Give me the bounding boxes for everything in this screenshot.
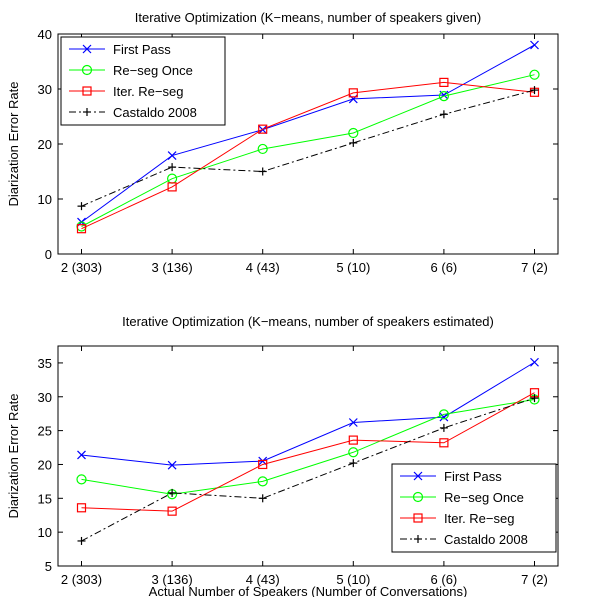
y-tick-label: 0 (45, 247, 52, 262)
legend: First Pass Re−seg Once Iter. Re−seg Castald… (391, 463, 557, 553)
data-point (257, 143, 268, 155)
data-point (167, 182, 177, 192)
series-iter-re-seg (76, 77, 540, 234)
y-tick-label: 10 (38, 525, 52, 540)
series-re-seg-once (76, 394, 540, 500)
legend-label: Re−seg Once (444, 490, 524, 505)
x-tick-label: 5 (10) (336, 572, 370, 587)
y-tick-label: 30 (38, 82, 52, 97)
data-point (167, 506, 177, 516)
x-tick-label: 7 (2) (521, 260, 548, 275)
data-point (76, 224, 87, 234)
series-line (81, 74, 535, 227)
series-line (81, 397, 535, 542)
legend-label: Re−seg Once (113, 63, 193, 78)
legend-marker (413, 513, 423, 523)
data-point (348, 435, 358, 445)
y-tick-label: 20 (38, 137, 52, 152)
series-line (81, 361, 535, 466)
x-tick-label: 3 (136) (151, 260, 192, 275)
y-tick-label: 25 (38, 424, 52, 439)
x-tick-label: 3 (136) (151, 572, 192, 587)
data-point (438, 409, 449, 420)
x-tick-label: 2 (303) (61, 572, 102, 587)
y-tick-label: 10 (38, 192, 52, 207)
chart-2: Iterative Optimization (K−means, number … (6, 314, 559, 597)
chart-title: Iterative Optimization (K−means, number … (122, 314, 494, 329)
chart-1: Iterative Optimization (K−means, number … (6, 10, 559, 275)
y-tick-label: 20 (38, 457, 52, 472)
legend-label: First Pass (113, 42, 171, 57)
series-iter-re-seg (76, 388, 540, 516)
series-line (81, 89, 535, 207)
series-line (81, 81, 535, 230)
x-tick-label: 6 (6) (431, 260, 458, 275)
x-tick-label: 7 (2) (521, 572, 548, 587)
data-point (348, 418, 358, 427)
legend-box (60, 36, 226, 126)
data-point (258, 124, 268, 134)
x-tick-label: 4 (43) (246, 572, 280, 587)
x-axis-label: Actual Number of Speakers (Number of Con… (149, 584, 468, 597)
data-point (76, 474, 87, 485)
legend-box (391, 463, 557, 553)
series-line (81, 398, 535, 495)
series-castaldo-2008 (77, 394, 539, 545)
data-point (348, 447, 359, 458)
series-line (81, 44, 535, 223)
y-tick-label: 15 (38, 491, 52, 506)
plot-area (57, 345, 559, 567)
data-point (530, 40, 539, 50)
legend-marker (82, 44, 92, 54)
legend-label: First Pass (444, 469, 502, 484)
series-line (81, 392, 535, 512)
legend-marker (413, 471, 423, 481)
data-point (529, 69, 540, 80)
data-point (76, 503, 87, 513)
legend-label: Castaldo 2008 (444, 532, 528, 547)
x-tick-label: 6 (6) (431, 572, 458, 587)
y-tick-label: 30 (38, 390, 52, 405)
y-tick-label: 5 (45, 559, 52, 574)
x-tick-label: 5 (10) (336, 260, 370, 275)
data-point (348, 94, 358, 104)
y-tick-label: 35 (38, 356, 52, 371)
x-tick-label: 2 (303) (61, 260, 102, 275)
data-point (77, 450, 86, 460)
legend-marker (412, 491, 424, 503)
data-point (439, 438, 449, 448)
data-point (258, 456, 268, 466)
data-point (348, 127, 359, 139)
y-tick-label: 40 (38, 27, 52, 42)
data-point (257, 476, 268, 487)
data-point (530, 357, 539, 367)
data-point (167, 151, 177, 160)
y-axis-label: Diarization Error Rate (6, 82, 21, 207)
legend-label: Castaldo 2008 (113, 105, 197, 120)
y-axis-label: Diarization Error Rate (6, 394, 21, 519)
data-point (439, 77, 449, 88)
legend: First Pass Re−seg Once Iter. Re−seg Castald… (60, 36, 226, 126)
legend-label: Iter. Re−seg (113, 84, 183, 99)
data-point (258, 459, 268, 470)
data-point (438, 91, 449, 102)
data-point (167, 460, 177, 470)
legend-marker (82, 86, 92, 96)
x-tick-label: 4 (43) (246, 260, 280, 275)
legend-label: Iter. Re−seg (444, 511, 514, 526)
legend-marker (81, 64, 93, 76)
series-castaldo-2008 (77, 86, 539, 211)
data-point (348, 88, 358, 98)
chart-title: Iterative Optimization (K−means, number … (135, 10, 481, 25)
